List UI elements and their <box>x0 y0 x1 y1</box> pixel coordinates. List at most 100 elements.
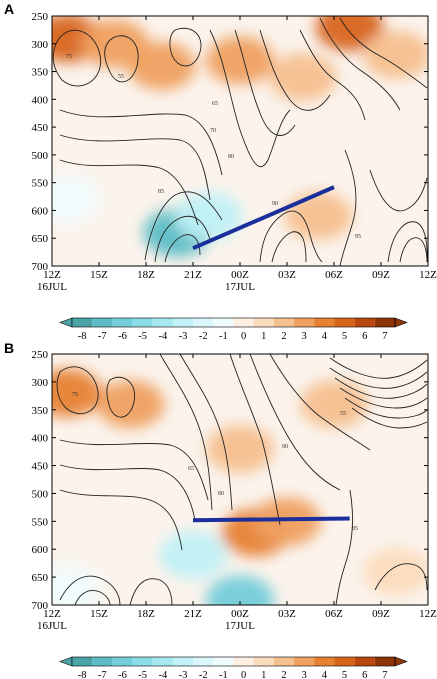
y-tick-label: 400 <box>32 433 49 445</box>
contour-line <box>129 578 173 605</box>
contour-line <box>169 27 202 67</box>
contour-label: 90 <box>272 201 278 207</box>
colorbar-tick-label: -4 <box>158 670 167 679</box>
anomaly-patch <box>362 547 428 596</box>
contour-line <box>104 35 139 83</box>
anomaly-patch <box>159 530 227 579</box>
colorbar-bin <box>334 318 355 327</box>
x-tick-label: 00Z <box>231 608 249 620</box>
contour-line <box>59 464 196 521</box>
contour-line <box>329 357 428 379</box>
contour-line <box>59 439 209 501</box>
x-tick-label: 15Z <box>90 608 108 620</box>
contour-line <box>339 149 357 266</box>
anomaly-patch <box>268 53 337 102</box>
contour-line <box>106 376 136 418</box>
contour-line <box>339 17 428 89</box>
panel-a: 75 55 65 70 80 85 90 95 2503003504004505… <box>32 11 437 293</box>
colorbar-bin <box>193 657 214 666</box>
contour-line <box>387 221 428 263</box>
contour-line <box>334 377 428 399</box>
anomaly-patch <box>52 369 102 418</box>
y-tick-label: 350 <box>32 405 49 417</box>
x-tick-label: 12Z <box>419 608 437 620</box>
y-tick-label: 500 <box>32 488 49 500</box>
y-tick-label: 600 <box>32 544 49 556</box>
colorbar-bin <box>92 318 113 327</box>
colorbar-tick-label: 6 <box>362 670 367 679</box>
contour-line <box>269 354 371 451</box>
contour-line <box>271 231 307 263</box>
x-tick-label: 12Z <box>43 608 61 620</box>
colorbar-bin <box>132 318 153 327</box>
colorbar-bin <box>314 318 335 327</box>
y-tick-label: 700 <box>32 600 49 612</box>
anomaly-patch <box>52 564 102 605</box>
anomaly-patch <box>206 575 274 605</box>
contour-line <box>59 109 223 176</box>
colorbar-bin <box>374 318 395 327</box>
x-tick-label: 21Z <box>184 269 202 281</box>
y-tick-label: 250 <box>32 349 49 361</box>
contour-line <box>299 29 366 121</box>
x-date-label: 16JUL <box>37 281 67 293</box>
colorbar-tick-label: 3 <box>302 670 307 679</box>
contour-label: 75 <box>66 54 72 60</box>
anomaly-patch <box>52 175 102 224</box>
colorbar-bin <box>152 318 173 327</box>
contour-line <box>59 134 211 201</box>
contour-line <box>234 29 296 136</box>
contour-line <box>74 590 111 605</box>
y-tick-label: 450 <box>32 461 49 473</box>
contour-line <box>259 29 331 111</box>
anomaly-patch <box>96 380 165 429</box>
y-tick-label: 250 <box>32 11 49 23</box>
colorbar-tick-label: -7 <box>98 331 107 342</box>
contour-line <box>339 387 428 409</box>
colorbar-bin <box>374 657 395 666</box>
anomaly-patch <box>284 192 353 240</box>
contour-line <box>351 407 428 429</box>
contour-line <box>319 17 401 111</box>
contour-line <box>154 215 211 263</box>
anomaly-patch <box>253 497 321 546</box>
anomaly-patch <box>206 36 274 85</box>
colorbar-tick-label: -1 <box>219 331 228 342</box>
y-tick-label: 500 <box>32 150 49 162</box>
colorbar-tick-label: 0 <box>241 670 246 679</box>
colorbar-tick-label: -3 <box>179 670 188 679</box>
contour-label: 55 <box>118 74 124 80</box>
colorbar-bin <box>152 657 173 666</box>
anomaly-patch <box>174 192 243 240</box>
colorbar-tick-label: 7 <box>382 670 387 679</box>
panel-label-a: A <box>4 1 14 17</box>
colorbar-tick-label: -8 <box>78 331 87 342</box>
colorbar-bin <box>273 318 295 327</box>
y-tick-label: 550 <box>32 178 49 190</box>
contour-label: 85 <box>352 526 358 532</box>
x-tick-label: 12Z <box>419 269 437 281</box>
colorbar-bin <box>253 657 274 666</box>
colorbar-tick-label: 0 <box>241 331 246 342</box>
colorbar-bin <box>334 657 355 666</box>
contour-line <box>259 210 323 263</box>
x-tick-label: 21Z <box>184 608 202 620</box>
colorbar-bin <box>213 318 234 327</box>
colorbar-outline <box>71 317 396 328</box>
x-tick-label: 03Z <box>278 608 296 620</box>
x-tick-label: 09Z <box>372 269 390 281</box>
overlay-line-a <box>192 185 335 251</box>
contour-label: 65 <box>212 101 218 107</box>
contour-line <box>179 354 233 511</box>
contour-line <box>209 29 291 168</box>
colorbar-extend-high <box>394 656 408 667</box>
x-tick-label: 18Z <box>137 608 155 620</box>
colorbar-b: -8 -7 -6 -5 -4 -3 -2 -1 0 1 2 3 4 5 6 7 <box>59 656 408 679</box>
contour-line <box>144 191 223 261</box>
anomaly-patch <box>206 424 274 473</box>
x-date-label: 17JUL <box>225 281 255 293</box>
colorbar-bin <box>172 318 194 327</box>
y-tick-label: 350 <box>32 67 49 79</box>
